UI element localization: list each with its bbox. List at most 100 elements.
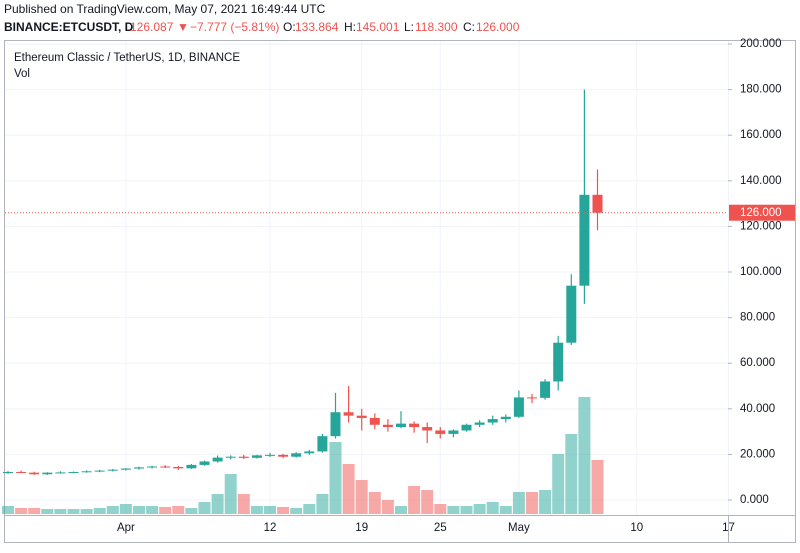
- high-label: H:: [344, 20, 356, 34]
- y-tick-label: 200.000: [740, 38, 782, 50]
- candle-body: [186, 464, 197, 469]
- x-tick-label: 17: [722, 522, 735, 534]
- volume-bar: [264, 506, 276, 514]
- volume-bar: [185, 508, 198, 514]
- volume-bar: [512, 492, 525, 514]
- candle-body: [238, 456, 249, 458]
- candle-body: [55, 472, 66, 474]
- candle-body: [68, 471, 79, 473]
- candle-body: [422, 427, 433, 431]
- y-tick-label: 140.000: [740, 175, 782, 187]
- volume-bar: [355, 480, 368, 514]
- y-tick-label: 40.000: [740, 403, 775, 415]
- volume-bar: [54, 509, 67, 514]
- volume-bar: [421, 490, 434, 514]
- candle-body: [173, 466, 184, 469]
- candle-body: [553, 342, 564, 382]
- y-tick-label: 80.000: [740, 312, 775, 324]
- volume-bar: [434, 504, 447, 514]
- volume-bar: [172, 506, 185, 514]
- candle-body: [396, 423, 406, 428]
- candle-body: [343, 412, 354, 416]
- candle-body: [147, 466, 158, 468]
- candle-body: [579, 194, 590, 286]
- x-tick-label: 25: [434, 522, 447, 534]
- x-tick-label: 19: [355, 522, 368, 534]
- candle-body: [592, 194, 603, 213]
- volume-bar: [565, 434, 578, 514]
- candle-body: [382, 424, 393, 428]
- volume-bar: [591, 460, 604, 514]
- last-price-box: [729, 204, 795, 221]
- high-value: 145.001: [356, 20, 400, 34]
- frame: [4, 40, 796, 543]
- volume-bar: [447, 506, 460, 514]
- candle-body: [317, 436, 328, 452]
- candle-body: [513, 397, 524, 417]
- candle-body: [212, 457, 223, 462]
- volume-bar: [395, 506, 407, 514]
- candle-body: [42, 472, 53, 475]
- candle-body: [265, 454, 275, 456]
- y-tick-label: 100.000: [740, 266, 782, 278]
- chart-title: Ethereum Classic / TetherUS, 1D, BINANCE: [14, 52, 240, 64]
- candle-body: [134, 467, 144, 469]
- x-tick-label: 10: [630, 522, 643, 534]
- volume-bar: [80, 509, 93, 514]
- open-value: 133.864: [295, 20, 339, 34]
- volume-bar: [2, 506, 14, 514]
- x-tick-label: 12: [264, 522, 277, 534]
- candle-body: [291, 453, 302, 457]
- volume-bar: [473, 504, 486, 514]
- volume-bar: [526, 492, 538, 514]
- y-tick-label: 60.000: [740, 357, 775, 369]
- volume-bar: [119, 504, 132, 514]
- volume-bar: [93, 508, 106, 514]
- volume-bar: [211, 494, 224, 514]
- volume-bar: [368, 492, 381, 514]
- candle-body: [540, 381, 551, 398]
- candle-body: [448, 430, 459, 434]
- candle-body: [356, 415, 367, 418]
- volume-bar: [486, 502, 499, 514]
- close-value: 126.000: [476, 20, 520, 34]
- candle-body: [120, 468, 131, 470]
- candle-body: [29, 472, 40, 475]
- volume-bar: [303, 504, 316, 514]
- candle-body: [107, 469, 118, 471]
- candle-body: [251, 455, 262, 458]
- candle-body: [409, 423, 420, 428]
- volume-bar: [250, 506, 263, 514]
- x-tick-label: Apr: [117, 522, 135, 534]
- volume-bar: [277, 507, 290, 514]
- y-tick-label: 120.000: [740, 220, 782, 232]
- y-tick-label: 180.000: [740, 84, 782, 96]
- volume-bar: [381, 500, 394, 514]
- volume-bar: [499, 506, 512, 514]
- last-price: 126.087: [130, 20, 174, 34]
- volume-bar: [408, 486, 421, 514]
- candle-body: [474, 422, 485, 425]
- candle-body: [527, 397, 537, 399]
- candle-body: [500, 416, 511, 420]
- volume-bar: [67, 509, 80, 514]
- y-tick-label: 160.000: [740, 129, 782, 141]
- candle-body: [94, 470, 105, 472]
- symbol: BINANCE:ETCUSDT, D: [4, 20, 134, 34]
- volume-bar: [552, 454, 565, 514]
- candle-body: [225, 456, 236, 458]
- volume-bar: [460, 506, 473, 514]
- low-value: 118.300: [415, 20, 458, 34]
- volume-bar: [15, 508, 28, 514]
- volume-bar: [224, 474, 237, 514]
- volume-bar: [159, 507, 172, 514]
- candle-body: [369, 417, 380, 425]
- volume-bar: [237, 494, 250, 514]
- candle-body: [435, 430, 446, 434]
- volume-bar: [133, 506, 145, 514]
- published: Published on TradingView.com, May 07, 20…: [4, 2, 326, 16]
- volume-bar: [146, 506, 159, 514]
- candle-body: [330, 412, 341, 437]
- volume-bar: [290, 508, 303, 514]
- candle-body: [304, 451, 315, 454]
